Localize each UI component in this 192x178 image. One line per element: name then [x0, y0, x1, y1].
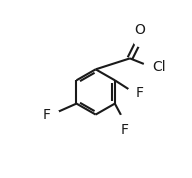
Text: F: F — [136, 86, 144, 100]
Text: O: O — [134, 23, 145, 37]
Text: F: F — [120, 124, 128, 137]
Text: Cl: Cl — [152, 60, 166, 74]
Text: F: F — [42, 108, 50, 122]
